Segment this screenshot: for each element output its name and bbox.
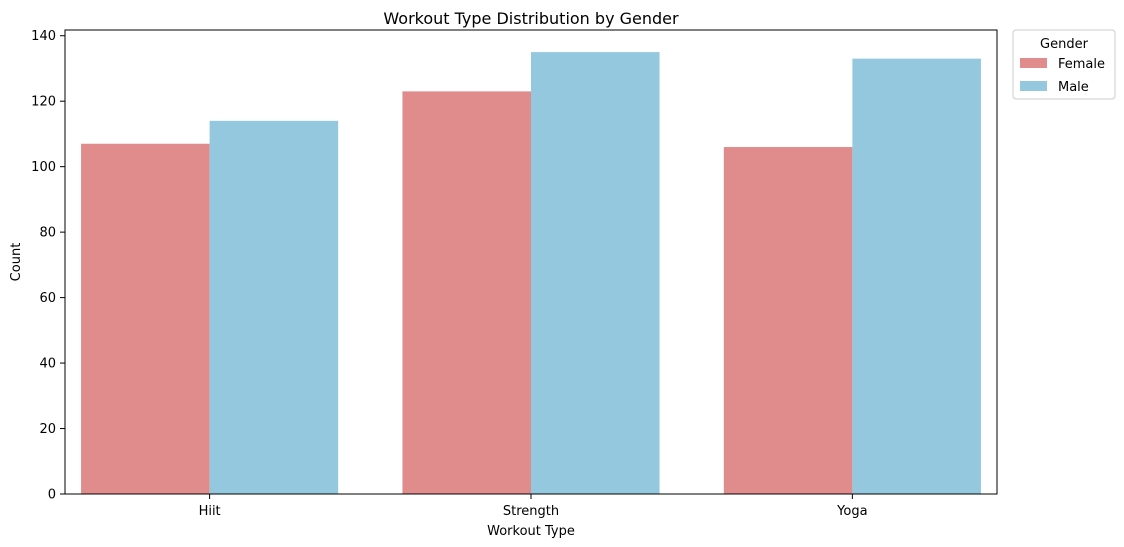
y-tick-label: 60	[39, 291, 56, 306]
legend-title: Gender	[1040, 37, 1089, 52]
legend-label-male: Male	[1058, 80, 1089, 95]
bar-female-yoga	[723, 147, 853, 494]
bar-male-strength	[531, 52, 660, 494]
chart-title: Workout Type Distribution by Gender	[383, 9, 679, 28]
y-tick-label: 20	[39, 422, 56, 437]
y-axis: 0 20 40 60 80 100 120 140	[31, 29, 65, 503]
y-tick-label: 140	[31, 29, 56, 44]
y-tick-label: 120	[31, 95, 56, 110]
bar-female-hiit	[81, 143, 210, 494]
y-axis-label: Count	[9, 243, 24, 282]
x-axis: Hiit Strength Yoga	[199, 494, 868, 519]
x-axis-label: Workout Type	[487, 524, 575, 539]
y-tick-label: 0	[48, 488, 56, 503]
y-tick-label: 100	[31, 160, 56, 175]
legend: Gender Female Male	[1012, 29, 1116, 100]
plot-frame	[64, 29, 998, 495]
legend-swatch-male	[1020, 81, 1047, 91]
bar-male-hiit	[209, 120, 339, 495]
bars-group	[81, 52, 981, 495]
x-tick-label: Hiit	[199, 504, 221, 519]
x-tick-label: Yoga	[836, 504, 867, 519]
bar-female-strength	[402, 91, 531, 494]
legend-swatch-female	[1020, 58, 1047, 68]
x-tick-label: Strength	[503, 504, 559, 519]
y-tick-label: 80	[39, 226, 56, 241]
y-tick-label: 40	[39, 357, 56, 372]
legend-label-female: Female	[1058, 57, 1105, 72]
bar-male-yoga	[852, 58, 981, 495]
